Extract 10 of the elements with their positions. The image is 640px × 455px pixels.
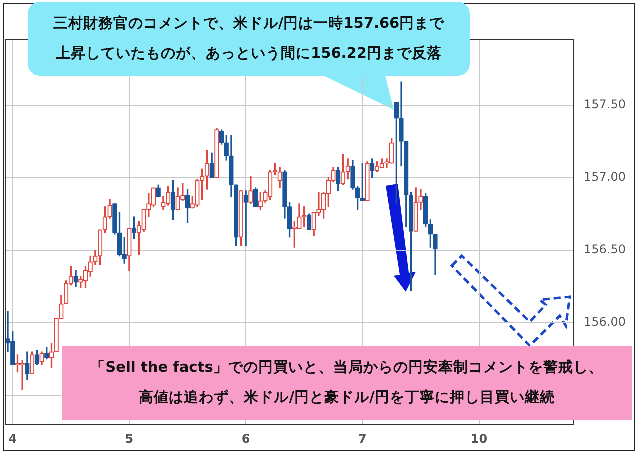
y-tick-label: 157.00 — [584, 170, 626, 184]
y-tick-label: 156.00 — [584, 315, 626, 330]
x-tick-label: 10 — [470, 432, 488, 446]
x-tick-label: 6 — [242, 432, 250, 446]
x-tick-label: 4 — [8, 432, 18, 446]
y-tick-label: 156.50 — [584, 242, 626, 257]
y-tick-label: 157.50 — [584, 97, 626, 112]
x-tick-label: 7 — [358, 432, 367, 446]
candlestick — [244, 190, 248, 246]
x-tick-label: 5 — [125, 432, 134, 446]
